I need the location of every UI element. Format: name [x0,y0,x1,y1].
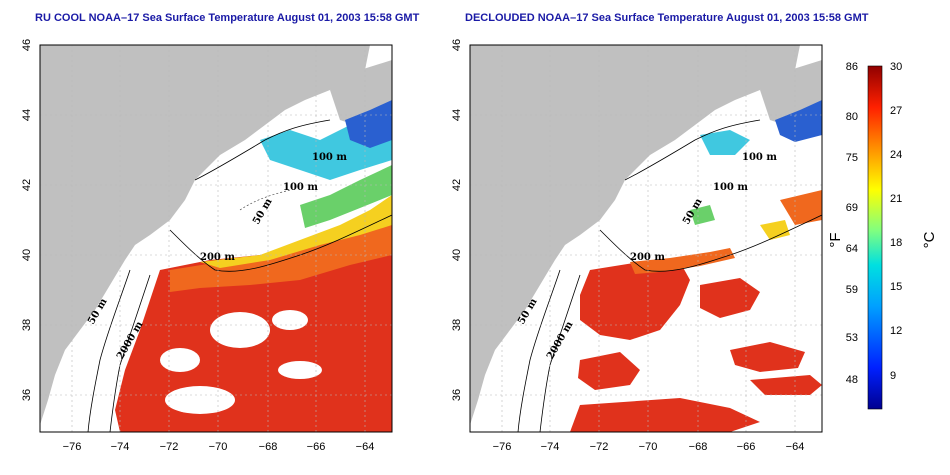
left-map-svg: 100 m 100 m 50 m 200 m 50 m 2000 m −76 −… [21,39,393,453]
x-tick-label: −64 [356,441,375,453]
celsius-tick: 30 [890,61,902,73]
x-tick-label: −76 [493,441,512,453]
y-tick-label: 46 [21,39,33,51]
contour-label-100m-b: 100 m [713,182,748,193]
left-map-title: RU COOL NOAA–17 Sea Surface Temperature … [35,12,420,24]
y-tick-label: 40 [21,249,33,261]
land-mass [470,45,800,425]
sst-warm-patch [730,342,805,372]
x-tick-label: −68 [689,441,708,453]
sst-warm-patch [750,375,822,395]
y-tick-label: 42 [451,179,463,191]
fahrenheit-unit-label: °F [830,232,844,247]
sst-yellow-band [200,195,392,268]
fahrenheit-tick: 80 [846,111,858,123]
sst-orange-band [630,248,735,274]
fahrenheit-scale: 86 80 75 69 64 59 53 48 [846,61,858,386]
right-map-content: 100 m 100 m 50 m 200 m 50 m 2000 m [470,45,822,432]
left-map-panel: 100 m 100 m 50 m 200 m 50 m 2000 m −76 −… [0,30,420,475]
sst-warm-patch [700,278,760,318]
x-tick-label: −74 [541,441,560,453]
fahrenheit-tick: 75 [846,152,858,164]
celsius-unit-label: °C [921,231,938,248]
x-tick-label: −74 [111,441,130,453]
x-tick-label: −72 [590,441,609,453]
y-tick-label: 46 [451,39,463,51]
celsius-tick: 27 [890,105,902,117]
y-tick-label: 44 [21,109,33,121]
right-map-panel: 100 m 100 m 50 m 200 m 50 m 2000 m −76 −… [430,30,850,475]
colorbar-gradient [867,65,883,410]
fahrenheit-tick: 53 [846,332,858,344]
celsius-tick: 21 [890,193,902,205]
fahrenheit-tick: 86 [846,61,858,73]
sst-green-patch [300,165,392,228]
right-y-axis: 46 44 42 40 38 36 [451,39,463,401]
y-tick-label: 38 [451,319,463,331]
right-map-svg: 100 m 100 m 50 m 200 m 50 m 2000 m −76 −… [451,39,823,453]
right-map-title: DECLOUDED NOAA–17 Sea Surface Temperatur… [465,12,869,24]
sst-yellow-patch [760,220,790,240]
y-tick-label: 38 [21,319,33,331]
contour-label-200m: 200 m [630,252,665,263]
fahrenheit-tick: 59 [846,284,858,296]
sst-orange-patch [780,190,822,225]
sst-cyan-patch [700,130,750,155]
celsius-tick: 9 [890,370,896,382]
contour-label-100m-b: 100 m [283,182,318,193]
right-x-axis: −76 −74 −72 −70 −68 −66 −64 [493,441,805,453]
land-mass [40,45,370,425]
celsius-scale: 30 27 24 21 18 15 12 9 [890,61,902,382]
celsius-tick: 12 [890,325,902,337]
y-tick-label: 36 [21,389,33,401]
celsius-tick: 15 [890,281,902,293]
left-map-frame [39,44,393,433]
fahrenheit-tick: 64 [846,243,858,255]
x-tick-label: −66 [307,441,326,453]
celsius-tick: 18 [890,237,902,249]
right-map-frame [469,44,823,433]
sst-warm-patch [580,262,690,340]
contour-label-100m-a: 100 m [312,152,347,163]
x-tick-label: −66 [737,441,756,453]
x-tick-label: −64 [786,441,805,453]
x-tick-label: −72 [160,441,179,453]
fahrenheit-tick: 48 [846,374,858,386]
colorbar-svg: 86 80 75 69 64 59 53 48 30 27 24 21 18 1… [830,61,938,410]
x-tick-label: −70 [209,441,228,453]
x-tick-label: −76 [63,441,82,453]
colorbar-panel: 86 80 75 69 64 59 53 48 30 27 24 21 18 1… [830,30,948,450]
left-x-axis: −76 −74 −72 −70 −68 −66 −64 [63,441,375,453]
y-tick-label: 36 [451,389,463,401]
y-tick-label: 42 [21,179,33,191]
sst-warm-patch [570,398,760,432]
contour-label-200m: 200 m [200,252,235,263]
left-y-axis: 46 44 42 40 38 36 [21,39,33,401]
x-tick-label: −68 [259,441,278,453]
x-tick-label: −70 [639,441,658,453]
sst-warm-patch [578,352,640,390]
sst-blue-patch [345,100,392,148]
celsius-tick: 24 [890,149,902,161]
y-tick-label: 44 [451,109,463,121]
fahrenheit-tick: 69 [846,202,858,214]
y-tick-label: 40 [451,249,463,261]
sst-blue-patch [775,100,822,142]
sst-green-patch [690,205,715,225]
contour-label-100m-a: 100 m [742,152,777,163]
left-map-content: 100 m 100 m 50 m 200 m 50 m 2000 m [40,45,392,432]
